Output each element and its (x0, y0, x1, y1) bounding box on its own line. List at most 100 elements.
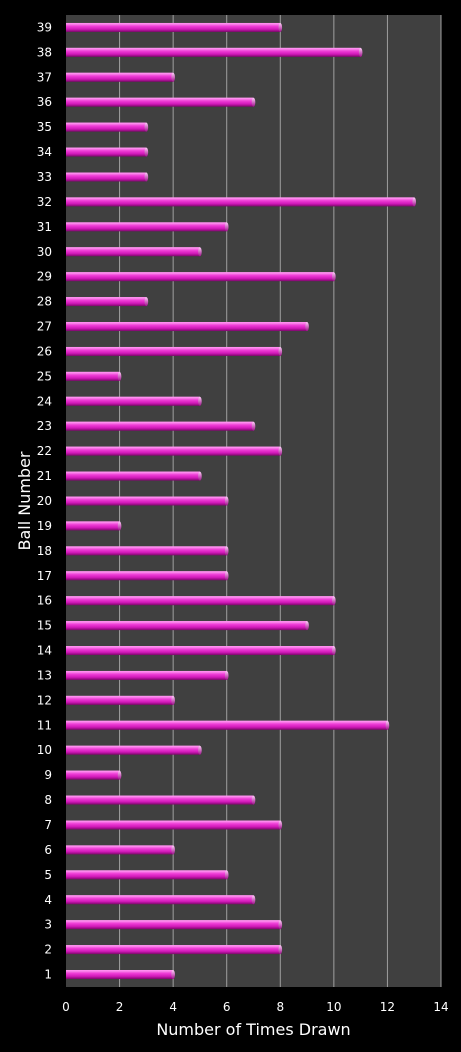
y-tick-label: 1 (44, 968, 52, 982)
bar-38 (66, 47, 363, 57)
bar-cap (412, 197, 417, 207)
y-tick-label: 23 (37, 419, 52, 433)
bar-16 (66, 596, 336, 606)
bar-body (66, 745, 200, 755)
y-tick-label: 32 (37, 195, 52, 209)
y-tick-label: 3 (44, 918, 52, 932)
bar-cap (305, 322, 309, 332)
bar-cap (117, 371, 122, 381)
bar-cap (224, 546, 229, 556)
bar-cap (332, 596, 336, 606)
bar-cap (171, 845, 175, 855)
bar-7 (66, 820, 283, 830)
bar-cap (198, 745, 202, 755)
y-tick-label: 25 (37, 369, 52, 383)
bar-body (66, 396, 200, 406)
y-tick-label: 30 (37, 245, 52, 259)
bar-23 (66, 421, 256, 431)
bar-39 (66, 22, 283, 32)
x-tick-label: 6 (223, 1000, 231, 1014)
bar-11 (66, 720, 390, 730)
bars (66, 22, 417, 980)
bar-34 (66, 147, 149, 157)
bar-body (66, 820, 281, 830)
y-tick-label: 38 (37, 45, 52, 59)
y-tick-label: 10 (37, 743, 52, 757)
bar-body (66, 297, 147, 307)
bar-cap (278, 346, 283, 356)
bar-body (66, 920, 281, 930)
bar-cap (278, 22, 283, 32)
bar-body (66, 197, 415, 207)
bar-15 (66, 621, 309, 631)
y-tick-label: 19 (37, 519, 52, 533)
bar-35 (66, 122, 149, 132)
bar-2 (66, 945, 283, 955)
bar-1 (66, 970, 175, 980)
bar-31 (66, 222, 229, 232)
bar-body (66, 621, 308, 631)
y-tick-label: 13 (37, 668, 52, 682)
x-tick-label: 0 (62, 1000, 70, 1014)
bar-33 (66, 172, 149, 182)
bar-cap (171, 72, 175, 82)
bar-body (66, 521, 120, 531)
bar-9 (66, 770, 122, 780)
y-tick-label: 7 (44, 818, 52, 832)
bar-body (66, 895, 254, 905)
y-tick-label: 11 (37, 718, 52, 732)
bar-36 (66, 97, 256, 107)
y-tick-label: 21 (37, 469, 52, 483)
bar-body (66, 247, 200, 257)
bar-cap (358, 47, 363, 57)
y-tick-label: 2 (44, 943, 52, 957)
y-tick-label: 6 (44, 843, 52, 857)
bar-body (66, 72, 174, 82)
y-tick-label: 28 (37, 295, 52, 309)
bar-22 (66, 446, 283, 456)
bar-6 (66, 845, 175, 855)
bar-body (66, 720, 388, 730)
bar-cap (278, 446, 283, 456)
y-tick-label: 35 (37, 120, 52, 134)
bar-cap (144, 122, 149, 132)
bar-body (66, 346, 281, 356)
y-axis-title: Ball Number (15, 451, 34, 550)
bar-cap (224, 222, 229, 232)
bar-cap (385, 720, 390, 730)
y-tick-label: 24 (37, 394, 52, 408)
bar-body (66, 770, 120, 780)
bar-cap (332, 272, 336, 282)
bar-cap (224, 571, 229, 581)
x-tick-label: 4 (169, 1000, 177, 1014)
bar-body (66, 446, 281, 456)
bar-cap (198, 247, 202, 257)
bar-cap (305, 621, 309, 631)
y-tick-label: 15 (37, 619, 52, 633)
y-tick-label: 16 (37, 594, 52, 608)
y-tick-labels: 1234567891011121314151617181920212223242… (37, 20, 52, 981)
bar-cap (224, 670, 229, 680)
bar-cap (278, 945, 283, 955)
x-tick-labels: 0 2 4 6 8 10 12 14 (62, 1000, 448, 1014)
bar-5 (66, 870, 229, 880)
bar-body (66, 172, 147, 182)
x-axis-title: Number of Times Drawn (156, 1020, 350, 1039)
bar-body (66, 371, 120, 381)
y-tick-label: 9 (44, 768, 52, 782)
bar-cap (278, 920, 283, 930)
bar-26 (66, 346, 283, 356)
bar-37 (66, 72, 175, 82)
bar-body (66, 695, 174, 705)
bar-body (66, 471, 200, 481)
bar-19 (66, 521, 122, 531)
y-tick-label: 20 (37, 494, 52, 508)
bar-body (66, 272, 334, 282)
y-tick-label: 31 (37, 220, 52, 234)
bar-body (66, 47, 361, 57)
bar-body (66, 122, 147, 132)
y-tick-label: 27 (37, 320, 52, 334)
bar-10 (66, 745, 202, 755)
y-tick-label: 34 (37, 145, 52, 159)
